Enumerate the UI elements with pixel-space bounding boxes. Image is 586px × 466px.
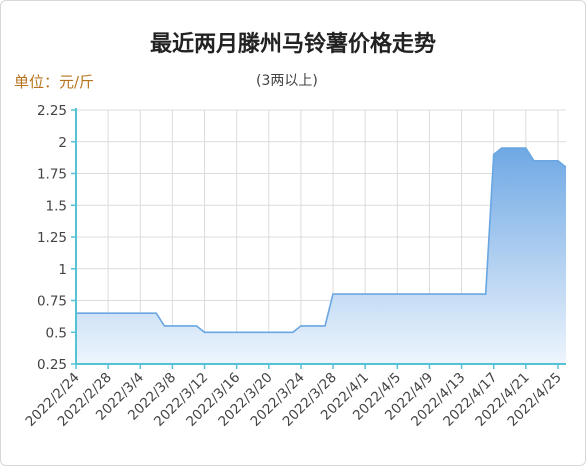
y-tick-label: 0.25 xyxy=(37,357,67,373)
y-tick-label: 2.25 xyxy=(37,103,67,119)
y-tick-label: 0.5 xyxy=(46,325,67,341)
price-area-fill xyxy=(76,148,566,364)
chart-title: 最近两月滕州马铃薯价格走势 xyxy=(149,32,436,57)
y-tick-label: 2 xyxy=(58,135,67,151)
y-tick-label: 0.75 xyxy=(37,294,67,310)
chart-subtitle: (3两以上) xyxy=(256,73,318,89)
y-tick-label: 1.75 xyxy=(37,167,67,183)
x-tick-labels: 2022/2/242022/2/282022/3/42022/3/82022/3… xyxy=(23,370,565,430)
price-line xyxy=(76,147,567,334)
unit-label: 单位：元/斤 xyxy=(14,73,95,91)
axis-layer xyxy=(71,108,566,369)
y-tick-label: 1.25 xyxy=(37,230,67,246)
y-tick-labels: 0.25 0.5 0.75 1 1.25 1.5 1.75 2 2.25 xyxy=(37,103,67,373)
y-tick-label: 1 xyxy=(58,262,67,278)
y-tick-label: 1.5 xyxy=(46,198,67,214)
